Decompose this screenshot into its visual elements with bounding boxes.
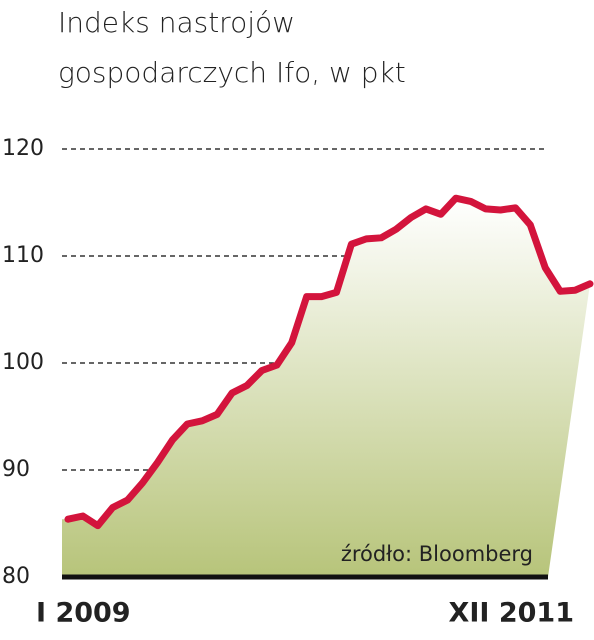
y-tick-label: 120 [2,136,44,161]
chart-title: gospodarczych Ifo, w pkt [58,56,406,89]
chart-title: Indeks nastrojów [58,6,295,39]
y-tick-label: 80 [2,564,30,589]
area [62,198,590,577]
line [64,194,594,530]
source: źródło: Bloomberg [341,542,533,566]
y-tick-label: 110 [2,243,44,268]
y-tick-label: 100 [2,350,44,375]
y-tick-label: 90 [2,457,30,482]
x-tick-label: XII 2011 [449,598,574,629]
x-tick-label: I 2009 [36,598,131,629]
